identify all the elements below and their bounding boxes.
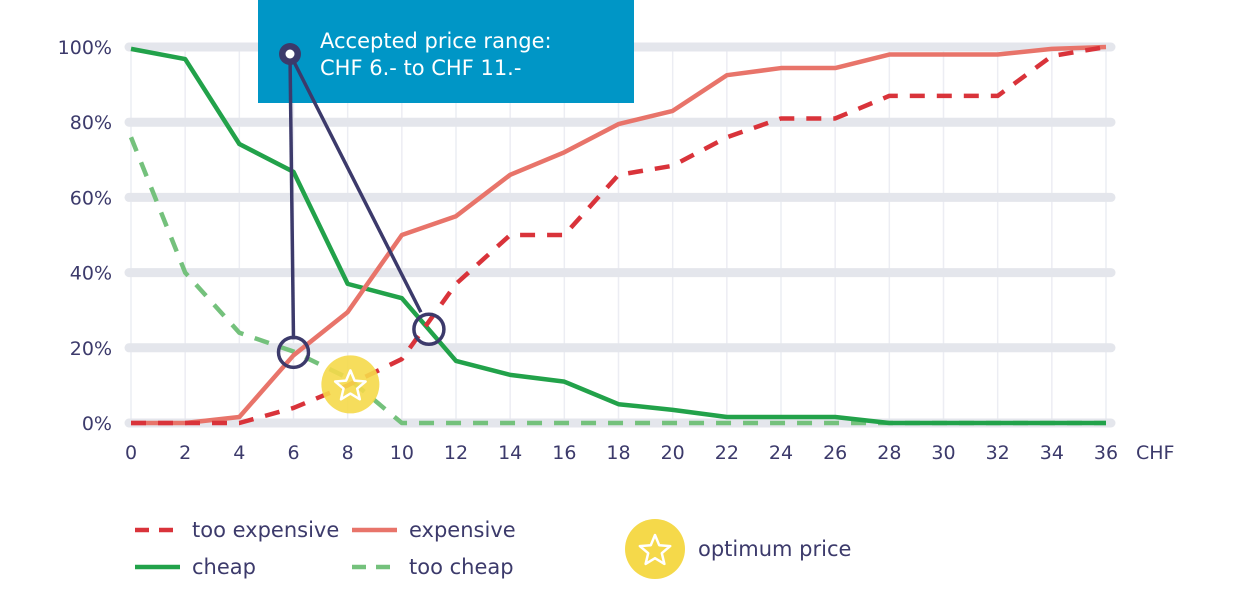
star-icon: [638, 533, 672, 566]
y-tick-label: 40%: [70, 263, 112, 285]
legend-label: too cheap: [409, 555, 514, 579]
annotation-line-2: CHF 6.- to CHF 11.-: [320, 56, 521, 80]
y-tick-label: 0%: [82, 413, 112, 435]
star-icon: [333, 369, 367, 401]
series-line-too-expensive: [131, 44, 1107, 426]
range-end-marker: [412, 312, 446, 346]
y-tick-label: 80%: [70, 112, 112, 134]
x-tick-label: 16: [552, 442, 576, 464]
x-tick-label: 28: [877, 442, 901, 464]
annotation-connector: [288, 53, 296, 340]
annotation-line-1: Accepted price range:: [320, 29, 552, 53]
x-tick-label: 8: [342, 442, 354, 464]
x-axis-label: CHF: [1136, 442, 1174, 464]
x-tick-label: 24: [769, 442, 793, 464]
x-tick-label: 18: [606, 442, 630, 464]
x-tick-label: 34: [1040, 442, 1064, 464]
legend-label: too expensive: [192, 518, 339, 542]
x-tick-label: 4: [233, 442, 245, 464]
x-tick-label: 2: [179, 442, 191, 464]
y-tick-label: 100%: [58, 37, 112, 59]
x-tick-label: 14: [498, 442, 522, 464]
legend-label: expensive: [409, 518, 516, 542]
x-tick-label: 32: [986, 442, 1010, 464]
annotation-connector: [288, 53, 423, 314]
x-tick-label: 6: [287, 442, 299, 464]
range-start-marker: [276, 335, 311, 370]
x-tick-label: 22: [715, 442, 739, 464]
legend-label: cheap: [192, 555, 256, 579]
legend-optimum-marker: [625, 519, 685, 579]
x-tick-label: 20: [661, 442, 685, 464]
optimum-price-marker: [321, 355, 380, 414]
annotation-anchor-dot-inner: [285, 49, 295, 59]
y-tick-label: 60%: [70, 187, 112, 209]
x-tick-label: 12: [444, 442, 468, 464]
legend-label-optimum: optimum price: [698, 537, 851, 561]
series-line-expensive: [131, 44, 1107, 426]
x-tick-label: 36: [1094, 442, 1118, 464]
y-tick-label: 20%: [70, 338, 112, 360]
x-tick-label: 0: [125, 442, 137, 464]
x-tick-label: 26: [823, 442, 847, 464]
series-line-cheap: [130, 46, 1106, 426]
annotation-box: [258, 0, 634, 103]
x-tick-label: 30: [931, 442, 955, 464]
x-tick-label: 10: [390, 442, 414, 464]
